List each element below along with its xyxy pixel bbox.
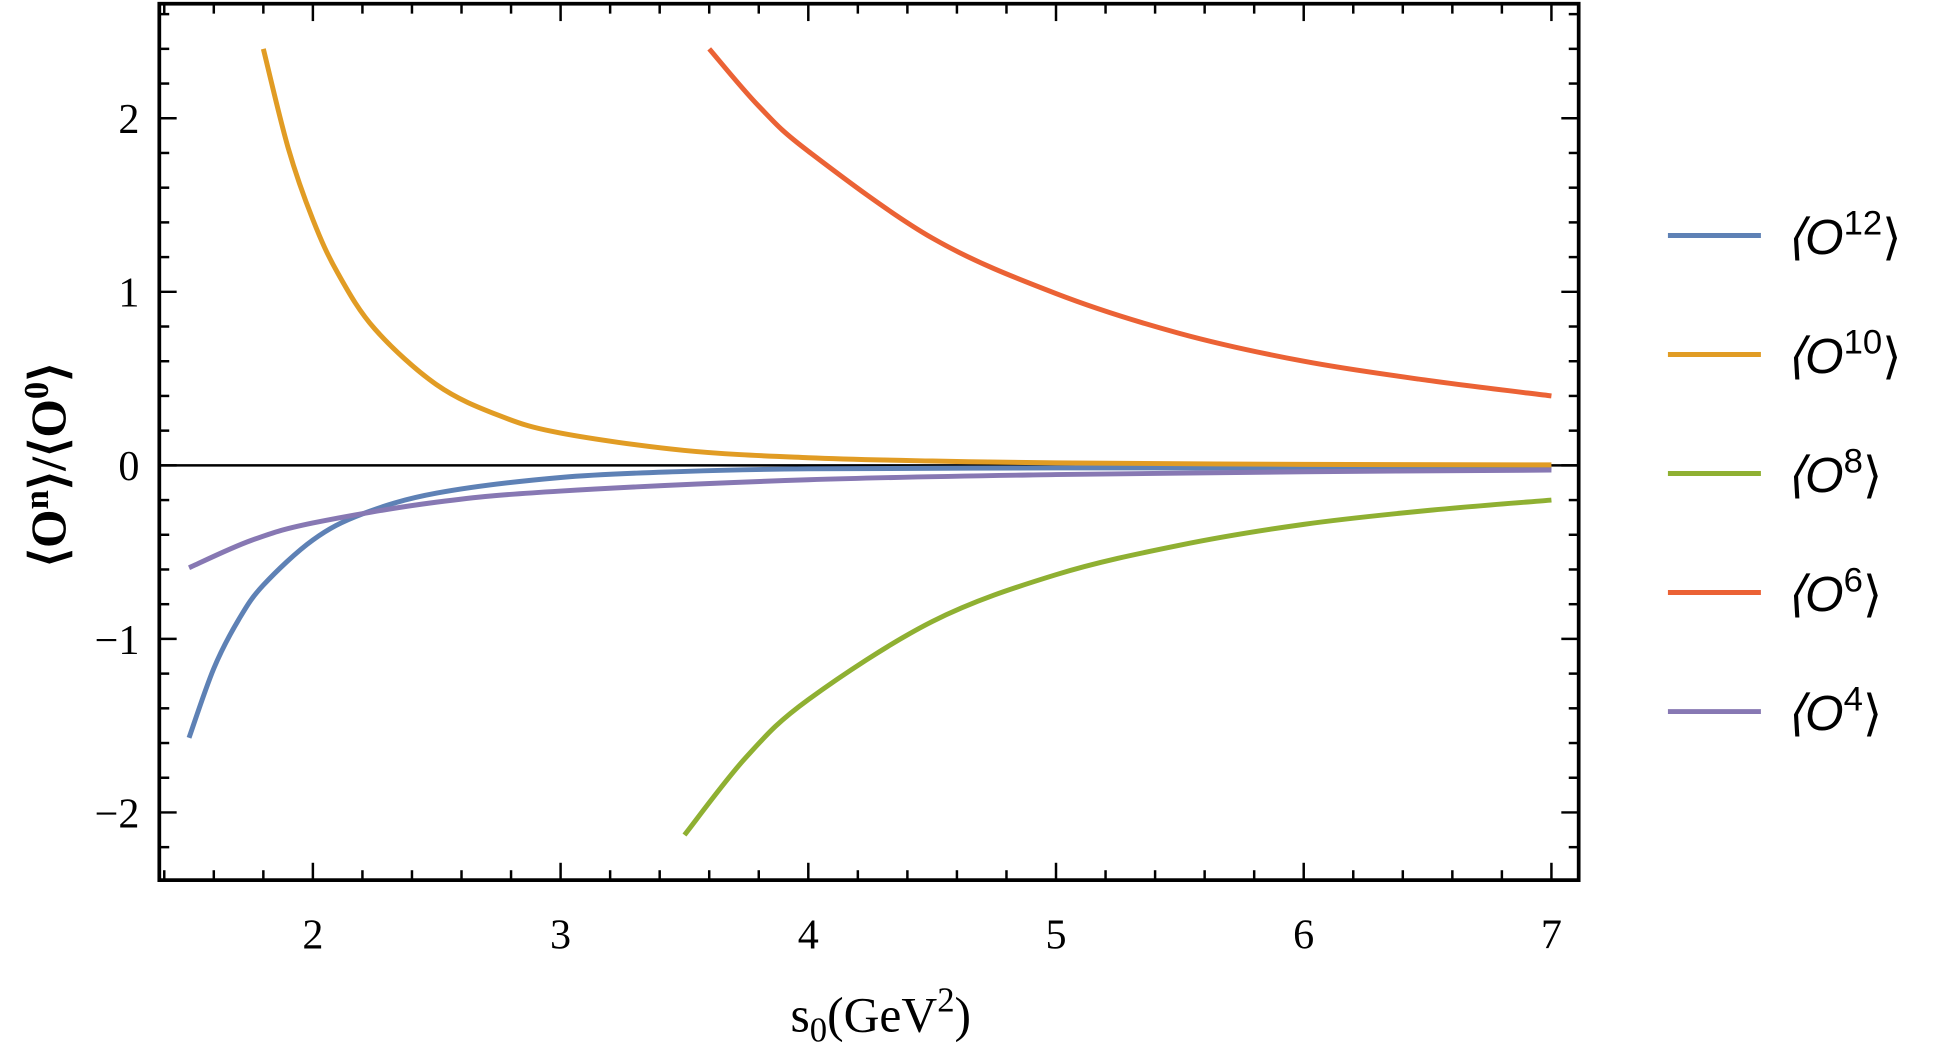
y-tick-label: −1	[95, 617, 140, 664]
y-tick-label: −2	[95, 790, 140, 837]
legend-label-12: ⟨O12⟩	[1786, 204, 1902, 265]
y-tick-labels: −2 −1 0 1 2	[95, 96, 140, 837]
plot-frame	[157, 1, 1581, 882]
legend-label-6: ⟨O6⟩	[1786, 561, 1883, 622]
y-tick-label: 1	[118, 270, 139, 317]
y-tick-label: 0	[118, 443, 139, 490]
x-tick-label: 2	[302, 911, 323, 958]
x-tick-label: 4	[798, 911, 819, 958]
series-line-12	[186, 465, 1552, 739]
x-tick-label: 7	[1541, 911, 1562, 958]
series-line-4	[188, 467, 1552, 571]
x-axis-title: s0(GeV2)	[790, 981, 971, 1045]
legend: ⟨O12⟩ ⟨O10⟩ ⟨O8⟩ ⟨O6⟩ ⟨O4⟩	[1667, 204, 1902, 741]
x-tick-label: 3	[550, 911, 571, 958]
y-axis-title: ⟨On⟩/⟨O0⟩	[17, 362, 76, 567]
series-line-8	[682, 497, 1552, 837]
x-tick-label: 6	[1293, 911, 1314, 958]
series-line-6	[707, 47, 1552, 399]
axis-ticks	[159, 3, 1579, 881]
y-tick-label: 2	[118, 96, 139, 143]
series-line-10	[260, 48, 1552, 468]
legend-label-10: ⟨O10⟩	[1786, 323, 1902, 384]
x-tick-labels: 2 3 4 5 6 7	[302, 911, 1562, 958]
series-curves	[186, 47, 1552, 837]
legend-label-8: ⟨O8⟩	[1786, 442, 1883, 503]
legend-label-4: ⟨O4⟩	[1786, 680, 1883, 741]
x-tick-label: 5	[1045, 911, 1066, 958]
